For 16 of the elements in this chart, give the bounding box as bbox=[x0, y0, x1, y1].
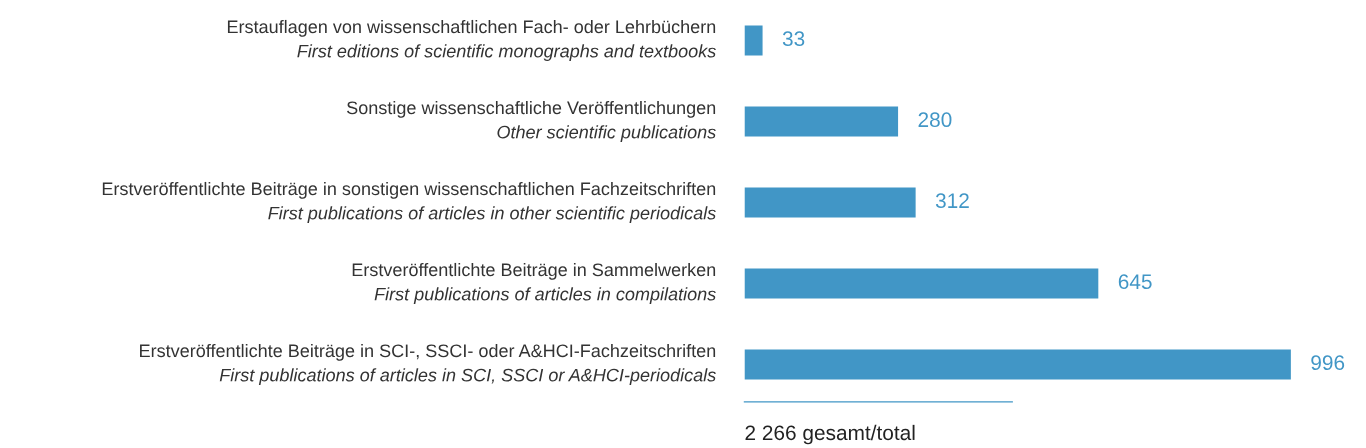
y-tick-label: Sonstige wissenschaftliche Veröffentlichungen Other scientific publications bbox=[347, 100, 716, 143]
bar bbox=[744, 106, 899, 137]
y-tick-label: Erstveröffentlichte Beiträge in Sammelwerken First publications of articles in compilations bbox=[352, 262, 716, 305]
bar bbox=[744, 25, 763, 56]
text: 2 266 gesamt/total bbox=[745, 424, 915, 445]
bar bbox=[744, 268, 1099, 299]
y-tick-label: Erstveröffentlichte Beiträge in sonstigen wissenschaftlichen Fachzeitschriften First publications of articles in other scientific periodicals bbox=[102, 181, 716, 224]
y-tick-label: Erstauflagen von wissenschaftlichen Fach- oder Lehrbüchern First editions of scientific monographs and textbooks bbox=[227, 19, 716, 62]
data-label: 312 bbox=[935, 193, 969, 209]
data-label: 33 bbox=[782, 31, 805, 47]
data-label: 645 bbox=[1118, 274, 1152, 290]
bar bbox=[744, 187, 916, 218]
bar bbox=[744, 349, 1291, 380]
y-tick-label: Erstveröffentlichte Beiträge in SCI-, SSCI- oder A&HCI-Fachzeitschriften First publications of articles in SCI, SSCI or A&HCI-periodicals bbox=[140, 343, 716, 386]
data-label: 996 bbox=[1311, 355, 1345, 371]
data-label: 280 bbox=[918, 112, 952, 128]
